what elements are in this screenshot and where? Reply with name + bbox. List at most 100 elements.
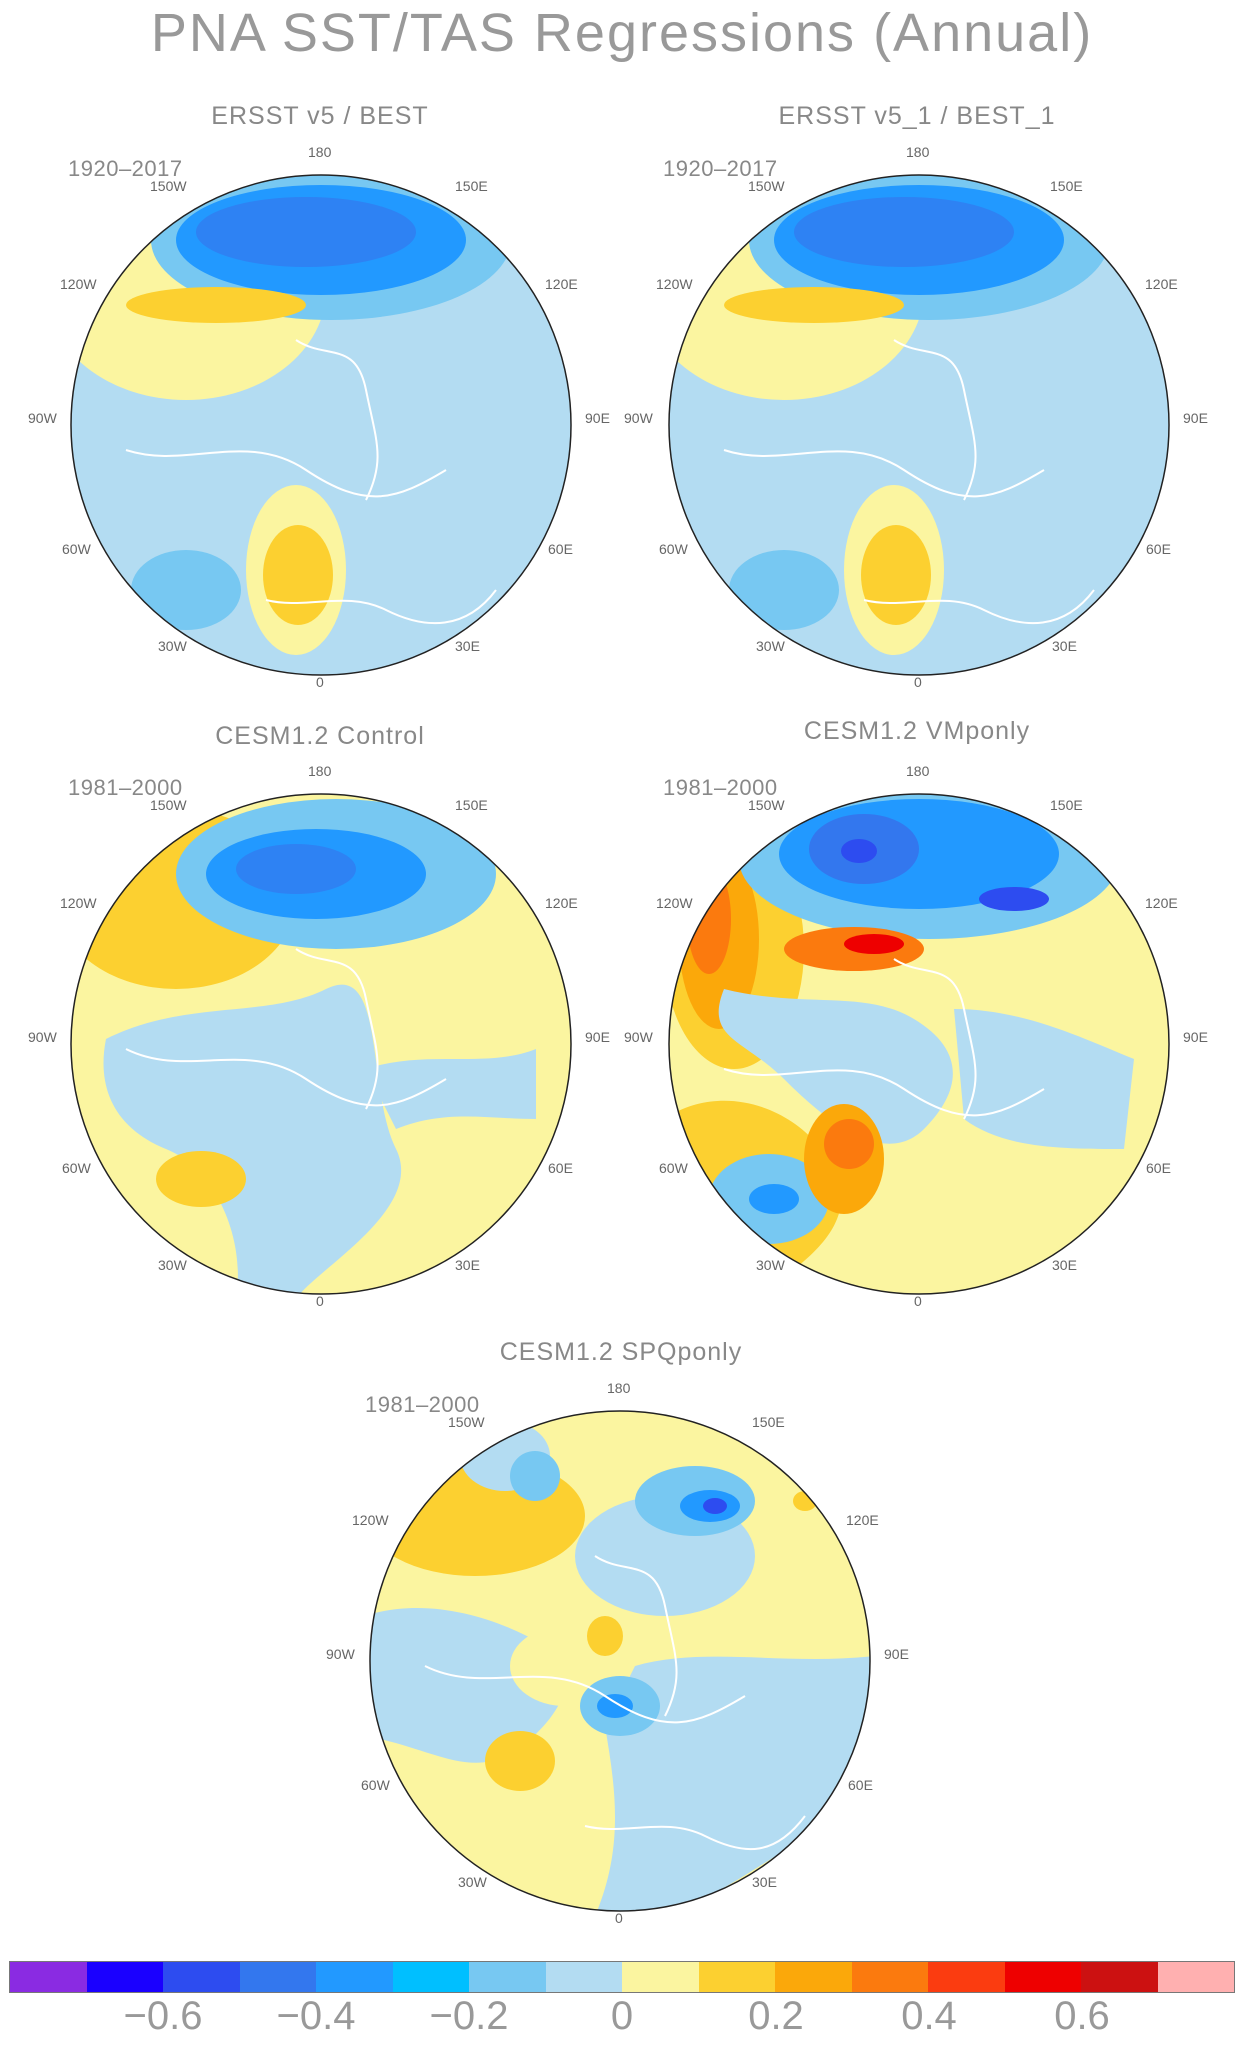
lon-label-upper-left: 120W bbox=[60, 895, 97, 911]
panel-period-5: 1981–2000 bbox=[365, 1392, 480, 1417]
colorbar-swatch-16 bbox=[1157, 1962, 1234, 1992]
panel-period-2: 1920–2017 bbox=[663, 156, 778, 181]
colorbar-label-7: 0.6 bbox=[1054, 1994, 1110, 2038]
lon-label-left: 90W bbox=[28, 410, 57, 426]
lon-label-bottom: 0 bbox=[914, 674, 922, 690]
colorbar-swatch-1 bbox=[10, 1962, 87, 1992]
panel-period-3: 1981–2000 bbox=[68, 775, 183, 800]
lon-label-top-right: 150E bbox=[455, 797, 488, 813]
colorbar-swatch-10 bbox=[698, 1962, 775, 1992]
lon-label-right: 90E bbox=[585, 1029, 610, 1045]
colorbar-swatch-9 bbox=[622, 1962, 699, 1992]
lon-label-upper-right: 120E bbox=[545, 895, 578, 911]
lon-label-lower-right: 60E bbox=[548, 1160, 573, 1176]
lon-label-bottom: 0 bbox=[316, 1293, 324, 1309]
lon-label-bottom: 0 bbox=[615, 1910, 623, 1926]
lon-label-bottom-left: 30W bbox=[158, 1257, 187, 1273]
colorbar-label-1: −0.6 bbox=[123, 1994, 203, 2038]
polar-map-1 bbox=[70, 174, 572, 676]
lon-label-bottom: 0 bbox=[914, 1293, 922, 1309]
lon-label-top-right: 150E bbox=[455, 178, 488, 194]
panel-title-5: CESM1.2 SPQponly bbox=[499, 1338, 743, 1366]
lon-label-top-left: 150W bbox=[748, 178, 785, 194]
lon-label-bottom-right: 30E bbox=[1052, 638, 1077, 654]
colorbar-swatch-14 bbox=[1004, 1962, 1081, 1992]
colorbar-swatch-13 bbox=[928, 1962, 1005, 1992]
lon-label-top-left: 150W bbox=[748, 797, 785, 813]
lon-label-bottom-left: 30W bbox=[158, 638, 187, 654]
lon-label-right: 90E bbox=[585, 410, 610, 426]
polar-map-5 bbox=[369, 1410, 871, 1912]
lon-label-lower-left: 60W bbox=[62, 1160, 91, 1176]
colorbar bbox=[9, 1961, 1235, 1993]
panel-title-2: ERSST v5_1 / BEST_1 bbox=[778, 102, 1056, 130]
main-title: PNA SST/TAS Regressions (Annual) bbox=[150, 3, 1094, 63]
panel-title-1: ERSST v5 / BEST bbox=[211, 102, 429, 130]
lon-label-top-left: 150W bbox=[448, 1414, 485, 1430]
lon-label-bottom-left: 30W bbox=[756, 638, 785, 654]
lon-label-top: 180 bbox=[906, 763, 930, 779]
lon-label-top-left: 150W bbox=[150, 797, 187, 813]
colorbar-swatch-15 bbox=[1081, 1962, 1158, 1992]
polar-map-4 bbox=[668, 793, 1170, 1295]
lon-label-right: 90E bbox=[1183, 1029, 1208, 1045]
lon-label-bottom-right: 30E bbox=[455, 638, 480, 654]
panel-title-3: CESM1.2 Control bbox=[215, 722, 425, 750]
lon-label-bottom-right: 30E bbox=[455, 1257, 480, 1273]
lon-label-top: 180 bbox=[308, 763, 332, 779]
lon-label-left: 90W bbox=[624, 1029, 653, 1045]
lon-label-top: 180 bbox=[308, 144, 332, 160]
colorbar-label-6: 0.4 bbox=[901, 1994, 957, 2038]
lon-label-top-left: 150W bbox=[150, 178, 187, 194]
panel-title-4: CESM1.2 VMponly bbox=[803, 717, 1031, 745]
colorbar-swatch-4 bbox=[239, 1962, 316, 1992]
panel-period-1: 1920–2017 bbox=[68, 156, 183, 181]
colorbar-label-4: 0 bbox=[610, 1994, 634, 2038]
lon-label-upper-right: 120E bbox=[545, 276, 578, 292]
lon-label-top: 180 bbox=[607, 1380, 631, 1396]
colorbar-label-5: 0.2 bbox=[748, 1994, 804, 2038]
lon-label-bottom-left: 30W bbox=[756, 1257, 785, 1273]
colorbar-label-3: −0.2 bbox=[429, 1994, 509, 2038]
colorbar-swatch-11 bbox=[775, 1962, 852, 1992]
colorbar-swatch-7 bbox=[469, 1962, 546, 1992]
lon-label-upper-left: 120W bbox=[656, 895, 693, 911]
lon-label-top-right: 150E bbox=[1050, 797, 1083, 813]
lon-label-upper-left: 120W bbox=[352, 1512, 389, 1528]
lon-label-upper-left: 120W bbox=[60, 276, 97, 292]
colorbar-swatch-2 bbox=[86, 1962, 163, 1992]
lon-label-lower-left: 60W bbox=[62, 541, 91, 557]
lon-label-lower-left: 60W bbox=[659, 541, 688, 557]
lon-label-top-right: 150E bbox=[752, 1414, 785, 1430]
lon-label-right: 90E bbox=[884, 1646, 909, 1662]
colorbar-swatch-3 bbox=[163, 1962, 240, 1992]
lon-label-right: 90E bbox=[1183, 410, 1208, 426]
polar-map-2 bbox=[668, 174, 1170, 676]
lon-label-bottom-right: 30E bbox=[1052, 1257, 1077, 1273]
lon-label-lower-right: 60E bbox=[548, 541, 573, 557]
colorbar-swatch-5 bbox=[316, 1962, 393, 1992]
lon-label-bottom-left: 30W bbox=[458, 1874, 487, 1890]
lon-label-left: 90W bbox=[624, 410, 653, 426]
lon-label-upper-right: 120E bbox=[846, 1512, 879, 1528]
lon-label-top: 180 bbox=[906, 144, 930, 160]
panel-period-4: 1981–2000 bbox=[663, 775, 778, 800]
lon-label-upper-right: 120E bbox=[1145, 276, 1178, 292]
lon-label-lower-right: 60E bbox=[848, 1777, 873, 1793]
lon-label-top-right: 150E bbox=[1050, 178, 1083, 194]
lon-label-lower-left: 60W bbox=[659, 1160, 688, 1176]
lon-label-lower-right: 60E bbox=[1146, 1160, 1171, 1176]
colorbar-swatch-8 bbox=[545, 1962, 622, 1992]
lon-label-upper-left: 120W bbox=[656, 276, 693, 292]
colorbar-swatch-6 bbox=[392, 1962, 469, 1992]
lon-label-lower-right: 60E bbox=[1146, 541, 1171, 557]
lon-label-left: 90W bbox=[326, 1646, 355, 1662]
lon-label-lower-left: 60W bbox=[361, 1777, 390, 1793]
colorbar-label-2: −0.4 bbox=[276, 1994, 356, 2038]
lon-label-bottom: 0 bbox=[316, 674, 324, 690]
colorbar-swatch-12 bbox=[851, 1962, 928, 1992]
polar-map-3 bbox=[70, 793, 572, 1295]
lon-label-upper-right: 120E bbox=[1145, 895, 1178, 911]
lon-label-bottom-right: 30E bbox=[752, 1874, 777, 1890]
lon-label-left: 90W bbox=[28, 1029, 57, 1045]
